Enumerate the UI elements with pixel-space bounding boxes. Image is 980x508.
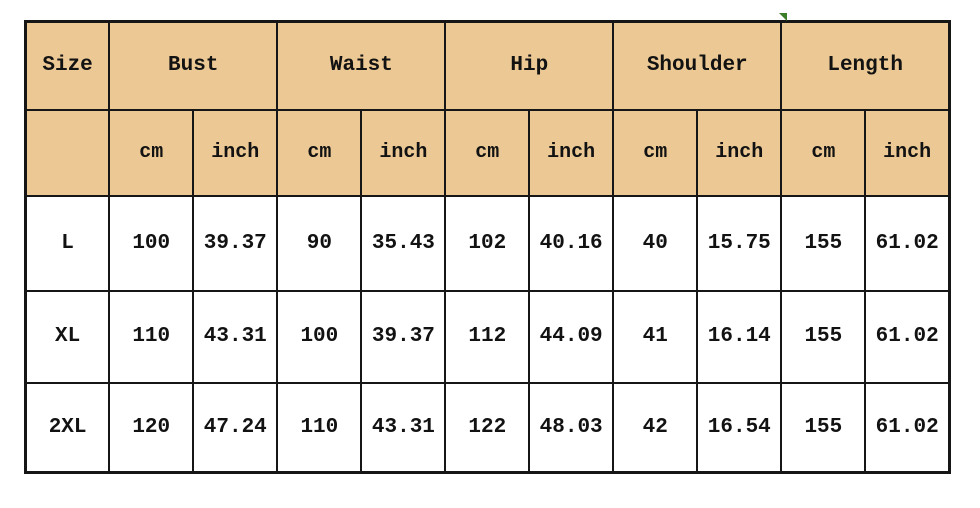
unit-cell-length-inch: inch xyxy=(864,108,951,197)
header-cell-waist: Waist xyxy=(276,20,447,111)
data-cell-bust-cm: 110 xyxy=(108,289,195,384)
data-cell-hip-cm: 122 xyxy=(444,381,531,474)
data-cell-hip-inch: 48.03 xyxy=(528,381,615,474)
data-cell-length-cm: 155 xyxy=(780,381,867,474)
header-cell-hip: Hip xyxy=(444,20,615,111)
data-cell-length-inch: 61.02 xyxy=(864,381,951,474)
header-cell-shoulder: Shoulder xyxy=(612,20,783,111)
data-cell-length-inch: 61.02 xyxy=(864,289,951,384)
table-units-row: cm inch cm inch cm inch cm inch cm inch xyxy=(24,108,951,197)
data-cell-waist-cm: 110 xyxy=(276,381,363,474)
data-cell-bust-inch: 47.24 xyxy=(192,381,279,474)
data-cell-hip-inch: 44.09 xyxy=(528,289,615,384)
size-label-cell: XL xyxy=(24,289,111,384)
data-cell-bust-inch: 39.37 xyxy=(192,194,279,292)
data-cell-waist-inch: 35.43 xyxy=(360,194,447,292)
unit-cell-shoulder-cm: cm xyxy=(612,108,699,197)
data-cell-bust-cm: 100 xyxy=(108,194,195,292)
unit-cell-waist-inch: inch xyxy=(360,108,447,197)
unit-cell-hip-cm: cm xyxy=(444,108,531,197)
table-row-2xl: 2XL 120 47.24 110 43.31 122 48.03 42 16.… xyxy=(24,381,951,474)
green-corner-marker xyxy=(779,13,787,21)
size-label-cell: L xyxy=(24,194,111,292)
data-cell-shoulder-cm: 41 xyxy=(612,289,699,384)
data-cell-shoulder-inch: 16.54 xyxy=(696,381,783,474)
table-header-row: Size Bust Waist Hip Shoulder Length xyxy=(24,20,951,111)
table-row-l: L 100 39.37 90 35.43 102 40.16 40 15.75 … xyxy=(24,194,951,292)
unit-cell-waist-cm: cm xyxy=(276,108,363,197)
data-cell-waist-inch: 39.37 xyxy=(360,289,447,384)
unit-cell-length-cm: cm xyxy=(780,108,867,197)
data-cell-shoulder-cm: 40 xyxy=(612,194,699,292)
size-chart-table: Size Bust Waist Hip Shoulder Length cm i… xyxy=(24,20,951,474)
data-cell-length-inch: 61.02 xyxy=(864,194,951,292)
data-cell-bust-inch: 43.31 xyxy=(192,289,279,384)
header-cell-bust: Bust xyxy=(108,20,279,111)
unit-cell-hip-inch: inch xyxy=(528,108,615,197)
data-cell-length-cm: 155 xyxy=(780,194,867,292)
table-row-xl: XL 110 43.31 100 39.37 112 44.09 41 16.1… xyxy=(24,289,951,384)
data-cell-shoulder-cm: 42 xyxy=(612,381,699,474)
data-cell-bust-cm: 120 xyxy=(108,381,195,474)
data-cell-waist-cm: 90 xyxy=(276,194,363,292)
data-cell-waist-cm: 100 xyxy=(276,289,363,384)
data-cell-hip-cm: 112 xyxy=(444,289,531,384)
data-cell-waist-inch: 43.31 xyxy=(360,381,447,474)
header-cell-length: Length xyxy=(780,20,951,111)
data-cell-hip-inch: 40.16 xyxy=(528,194,615,292)
header-cell-size: Size xyxy=(24,20,111,111)
size-label-cell: 2XL xyxy=(24,381,111,474)
unit-cell-bust-inch: inch xyxy=(192,108,279,197)
unit-cell-empty xyxy=(24,108,111,197)
unit-cell-shoulder-inch: inch xyxy=(696,108,783,197)
data-cell-hip-cm: 102 xyxy=(444,194,531,292)
data-cell-shoulder-inch: 15.75 xyxy=(696,194,783,292)
data-cell-length-cm: 155 xyxy=(780,289,867,384)
unit-cell-bust-cm: cm xyxy=(108,108,195,197)
data-cell-shoulder-inch: 16.14 xyxy=(696,289,783,384)
